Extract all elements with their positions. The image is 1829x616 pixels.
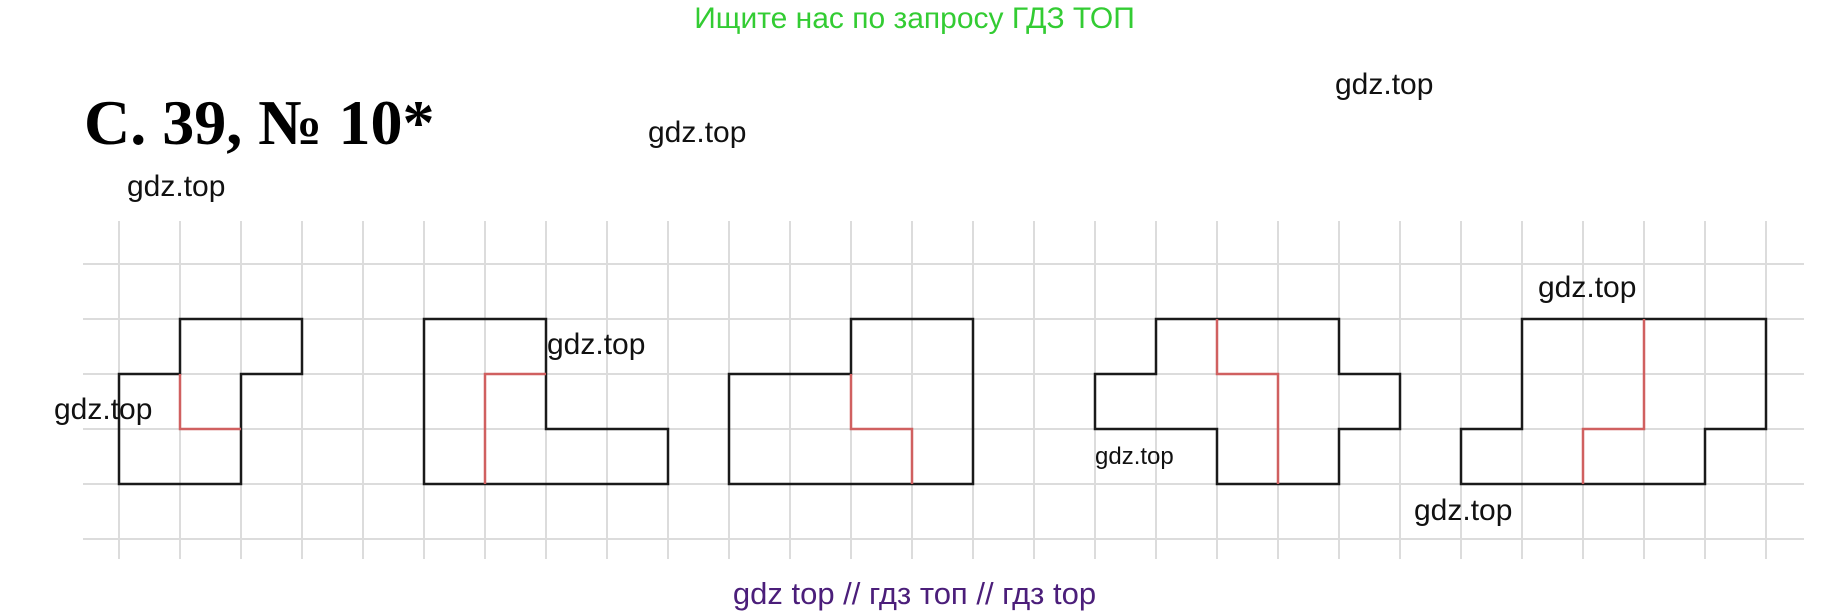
cut-line — [178, 374, 241, 431]
cut-line — [483, 372, 546, 484]
footer-caption: gdz top // гдз топ // гдз top — [732, 576, 1097, 611]
cut-line — [849, 374, 914, 484]
figure-outline — [422, 317, 670, 486]
watermark: gdz.top — [648, 116, 747, 149]
cut-line — [1215, 319, 1280, 484]
watermark: gdz.top — [1414, 494, 1513, 527]
watermark: gdz.top — [127, 170, 226, 203]
watermark: gdz.top — [1538, 271, 1637, 304]
watermark: gdz.top — [54, 393, 153, 426]
promo-banner: Ищите нас по запросу ГДЗ ТОП — [694, 2, 1135, 35]
watermark: gdz.top — [1335, 68, 1434, 101]
figure-outline — [1459, 317, 1768, 486]
cut-line — [1581, 319, 1646, 484]
watermark: gdz.top — [547, 328, 646, 361]
figure-outline — [117, 317, 304, 486]
figure-outline — [1093, 317, 1402, 486]
exercise-heading: С. 39, № 10* — [84, 87, 435, 158]
watermark: gdz.top — [1095, 443, 1174, 470]
